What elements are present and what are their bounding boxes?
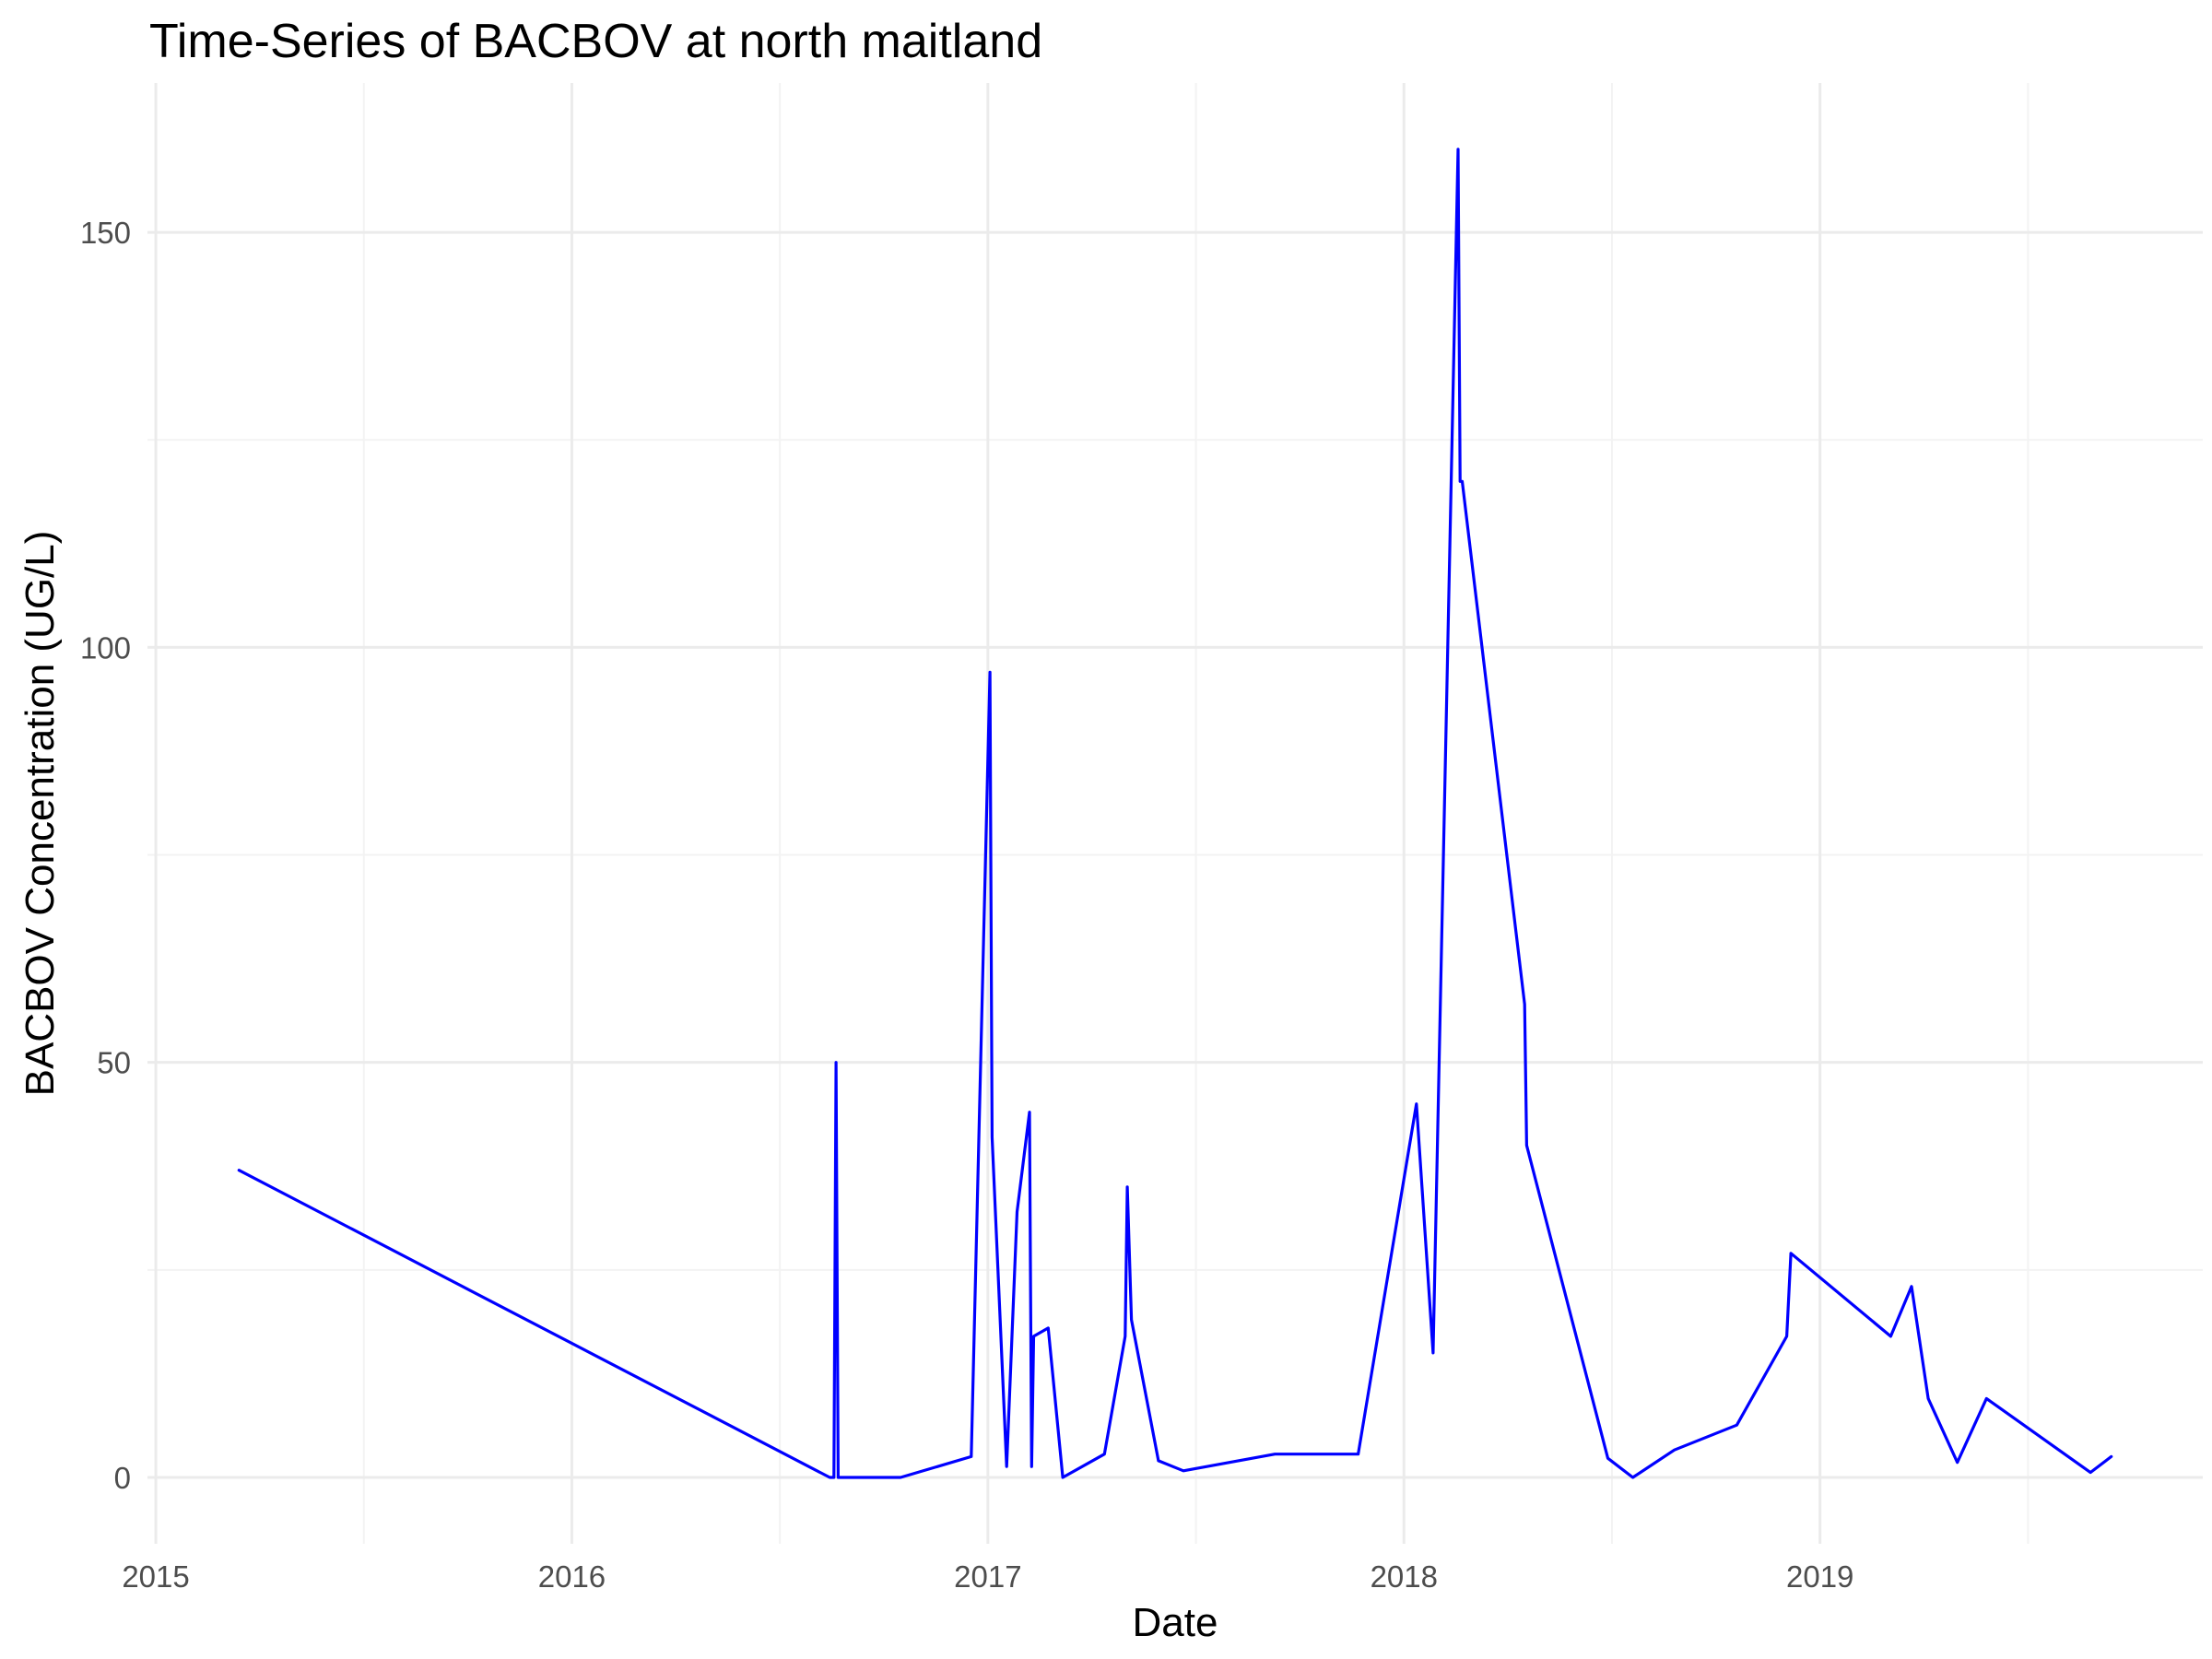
data-series	[237, 147, 2113, 1479]
x-tick-label: 2018	[1371, 1559, 1438, 1594]
y-tick-label: 0	[114, 1461, 131, 1495]
major-gridlines	[147, 83, 2203, 1544]
minor-gridlines	[147, 83, 2203, 1544]
x-axis-tick-labels: 2015 2016 2017 2018 2019	[122, 1559, 1853, 1594]
chart-title: Time-Series of BACBOV at north maitland	[149, 15, 1042, 68]
x-axis-title: Date	[1133, 1600, 1218, 1645]
x-tick-label: 2019	[1786, 1559, 1853, 1594]
x-tick-label: 2016	[538, 1559, 606, 1594]
y-tick-label: 150	[80, 216, 131, 250]
x-tick-label: 2015	[122, 1559, 189, 1594]
y-axis-tick-labels: 0 50 100 150	[80, 216, 131, 1495]
y-axis-title: BACBOV Concentration (UG/L)	[18, 531, 63, 1097]
y-tick-label: 50	[97, 1046, 131, 1080]
x-tick-label: 2017	[954, 1559, 1021, 1594]
series-line	[237, 147, 2113, 1479]
y-tick-label: 100	[80, 630, 131, 665]
